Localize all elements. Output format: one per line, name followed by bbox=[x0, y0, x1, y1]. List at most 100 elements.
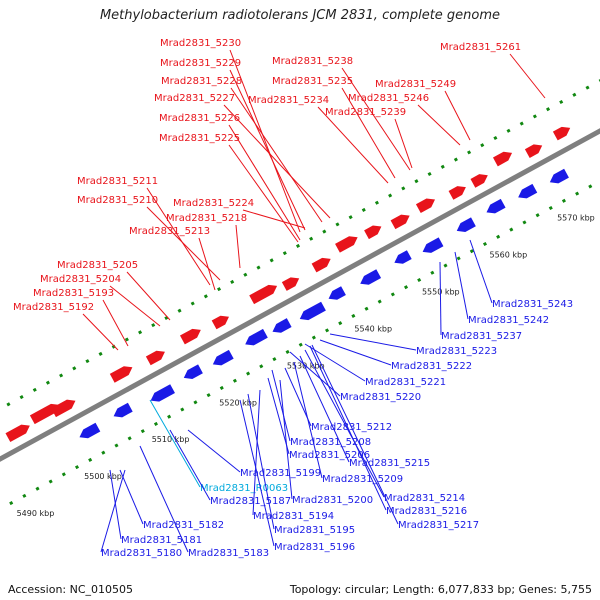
bottom-label-leader-line bbox=[329, 333, 417, 351]
top-strand-gene-arrow bbox=[335, 236, 358, 253]
bottom-gene-label: Mrad2831_5182 bbox=[143, 520, 224, 531]
top-label-leader-line bbox=[146, 187, 211, 286]
accession-text: Accession: NC_010505 bbox=[8, 583, 134, 596]
top-gene-label: Mrad2831_5226 bbox=[159, 113, 240, 124]
bottom-gene-label: Mrad2831_5215 bbox=[349, 458, 430, 469]
kbp-tick-label: 5520 kbp bbox=[219, 398, 257, 407]
top-strand-gene-arrow bbox=[311, 257, 331, 273]
top-label-leader-line bbox=[228, 124, 301, 241]
bottom-gene-label: Mrad2831_5180 bbox=[101, 548, 182, 559]
top-gene-label: Mrad2831_5246 bbox=[348, 93, 429, 104]
bottom-strand-gene-arrow bbox=[183, 364, 203, 379]
top-gene-label: Mrad2831_5210 bbox=[77, 195, 158, 206]
top-strand-gene-arrow bbox=[415, 198, 436, 214]
bottom-strand-gene-arrow bbox=[456, 217, 476, 232]
top-strand-gene-arrow bbox=[180, 328, 201, 345]
bottom-gene-label: Mrad2831_5243 bbox=[492, 299, 573, 310]
map-title: Methylobacterium radiotolerans JCM 2831,… bbox=[99, 8, 501, 23]
bottom-strand-gene-arrow bbox=[212, 349, 234, 366]
top-gene-label: Mrad2831_5261 bbox=[440, 42, 521, 53]
top-strand-gene-arrow bbox=[5, 424, 30, 443]
top-label-leader-line bbox=[102, 299, 129, 347]
bottom-label-leader-line bbox=[469, 239, 493, 304]
top-gene-label: Mrad2831_5238 bbox=[272, 56, 353, 67]
top-gene-label: Mrad2831_5225 bbox=[159, 133, 240, 144]
top-strand-gene-arrow bbox=[552, 126, 571, 141]
kbp-tick-label: 5560 kbp bbox=[490, 250, 528, 259]
bottom-gene-label: Mrad2831_5183 bbox=[188, 548, 269, 559]
top-gene-label: Mrad2831_5230 bbox=[160, 38, 241, 49]
bottom-gene-label: Mrad2831_5221 bbox=[365, 377, 446, 388]
top-gene-label: Mrad2831_5249 bbox=[375, 79, 456, 90]
bottom-strand-gene-arrow bbox=[79, 422, 101, 439]
top-strand-gene-arrow bbox=[492, 151, 513, 167]
bottom-strand-gene-arrow bbox=[394, 250, 412, 264]
bottom-gene-label: Mrad2831_5223 bbox=[416, 346, 497, 357]
bottom-label-leader-line bbox=[309, 345, 387, 511]
bottom-label-leader-line bbox=[109, 469, 122, 540]
top-gene-label: Mrad2831_5205 bbox=[57, 260, 138, 271]
bottom-label-leader-line bbox=[289, 351, 341, 397]
top-label-leader-line bbox=[198, 237, 216, 291]
top-label-leader-line bbox=[228, 144, 299, 243]
top-strand-gene-arrow bbox=[390, 214, 410, 230]
bottom-strand-gene-arrow bbox=[360, 269, 382, 285]
top-strand-gene-arrow bbox=[211, 315, 229, 330]
top-gene-label: Mrad2831_5234 bbox=[248, 95, 329, 106]
bottom-label-leader-line bbox=[252, 389, 261, 516]
bottom-label-leader-line bbox=[119, 469, 144, 525]
bottom-gene-label: Mrad2831_5242 bbox=[468, 315, 549, 326]
top-label-leader-line bbox=[82, 313, 119, 351]
bottom-strand-gene-arrow bbox=[272, 318, 292, 333]
top-strand-gene-arrow bbox=[281, 277, 300, 291]
bottom-label-leader-line bbox=[267, 377, 290, 455]
top-label-leader-line bbox=[341, 67, 411, 171]
top-gene-label: Mrad2831_5211 bbox=[77, 176, 158, 187]
bottom-strand-gene-arrow bbox=[299, 301, 326, 321]
top-gene-label: Mrad2831_5192 bbox=[13, 302, 94, 313]
bottom-strand-gene-arrow bbox=[486, 198, 506, 214]
bottom-strand-gene-arrow bbox=[549, 168, 569, 184]
bottom-label-leader-line bbox=[239, 399, 275, 547]
bottom-label-leader-line bbox=[454, 251, 469, 320]
bottom-label-leader-line bbox=[279, 379, 293, 500]
bottom-gene-label: Mrad2831_5187 bbox=[210, 496, 291, 507]
top-label-leader-line bbox=[235, 224, 241, 269]
bottom-gene-label: Mrad2831_5217 bbox=[398, 520, 479, 531]
top-label-leader-line bbox=[242, 209, 306, 229]
bottom-label-leader-line bbox=[439, 261, 442, 336]
bottom-gene-label: Mrad2831_5181 bbox=[121, 535, 202, 546]
top-gene-label: Mrad2831_5213 bbox=[129, 226, 210, 237]
bottom-label-leader-line bbox=[319, 339, 392, 366]
bottom-strand-gene-arrow bbox=[518, 183, 538, 199]
bottom-gene-label: Mrad2831_5209 bbox=[322, 474, 403, 485]
top-label-leader-line bbox=[223, 104, 331, 219]
bottom-gene-label: Mrad2831_5237 bbox=[441, 331, 522, 342]
top-gene-label: Mrad2831_5229 bbox=[160, 58, 241, 69]
bottom-label-leader-line bbox=[247, 393, 275, 530]
topology-text: Topology: circular; Length: 6,077,833 bp… bbox=[289, 583, 592, 596]
bottom-gene-label: Mrad2831_R0063 bbox=[200, 483, 288, 494]
bottom-label-leader-line bbox=[100, 469, 126, 553]
bottom-gene-label: Mrad2831_5216 bbox=[386, 506, 467, 517]
bottom-label-leader-line bbox=[169, 429, 211, 501]
bottom-gene-label: Mrad2831_5194 bbox=[253, 511, 334, 522]
bottom-label-leader-line bbox=[311, 344, 399, 525]
bottom-label-leader-line bbox=[299, 355, 350, 463]
top-gene-label: Mrad2831_5228 bbox=[161, 76, 242, 87]
top-label-leader-line bbox=[394, 118, 413, 169]
top-gene-label: Mrad2831_5239 bbox=[325, 107, 406, 118]
bottom-gene-label: Mrad2831_5214 bbox=[384, 493, 465, 504]
top-label-leader-line bbox=[417, 104, 461, 146]
bottom-gene-label: Mrad2831_5208 bbox=[290, 437, 371, 448]
bottom-strand-gene-arrow bbox=[245, 328, 268, 346]
top-gene-label: Mrad2831_5224 bbox=[173, 198, 254, 209]
top-gene-label: Mrad2831_5193 bbox=[33, 288, 114, 299]
bottom-strand-gene-arrow bbox=[328, 286, 346, 300]
top-label-leader-line bbox=[444, 90, 471, 141]
top-gene-label: Mrad2831_5204 bbox=[40, 274, 121, 285]
top-strand-gene-arrow bbox=[109, 366, 133, 383]
kbp-tick-label: 5500 kbp bbox=[84, 472, 122, 481]
top-strand-gene-arrow bbox=[364, 225, 382, 240]
